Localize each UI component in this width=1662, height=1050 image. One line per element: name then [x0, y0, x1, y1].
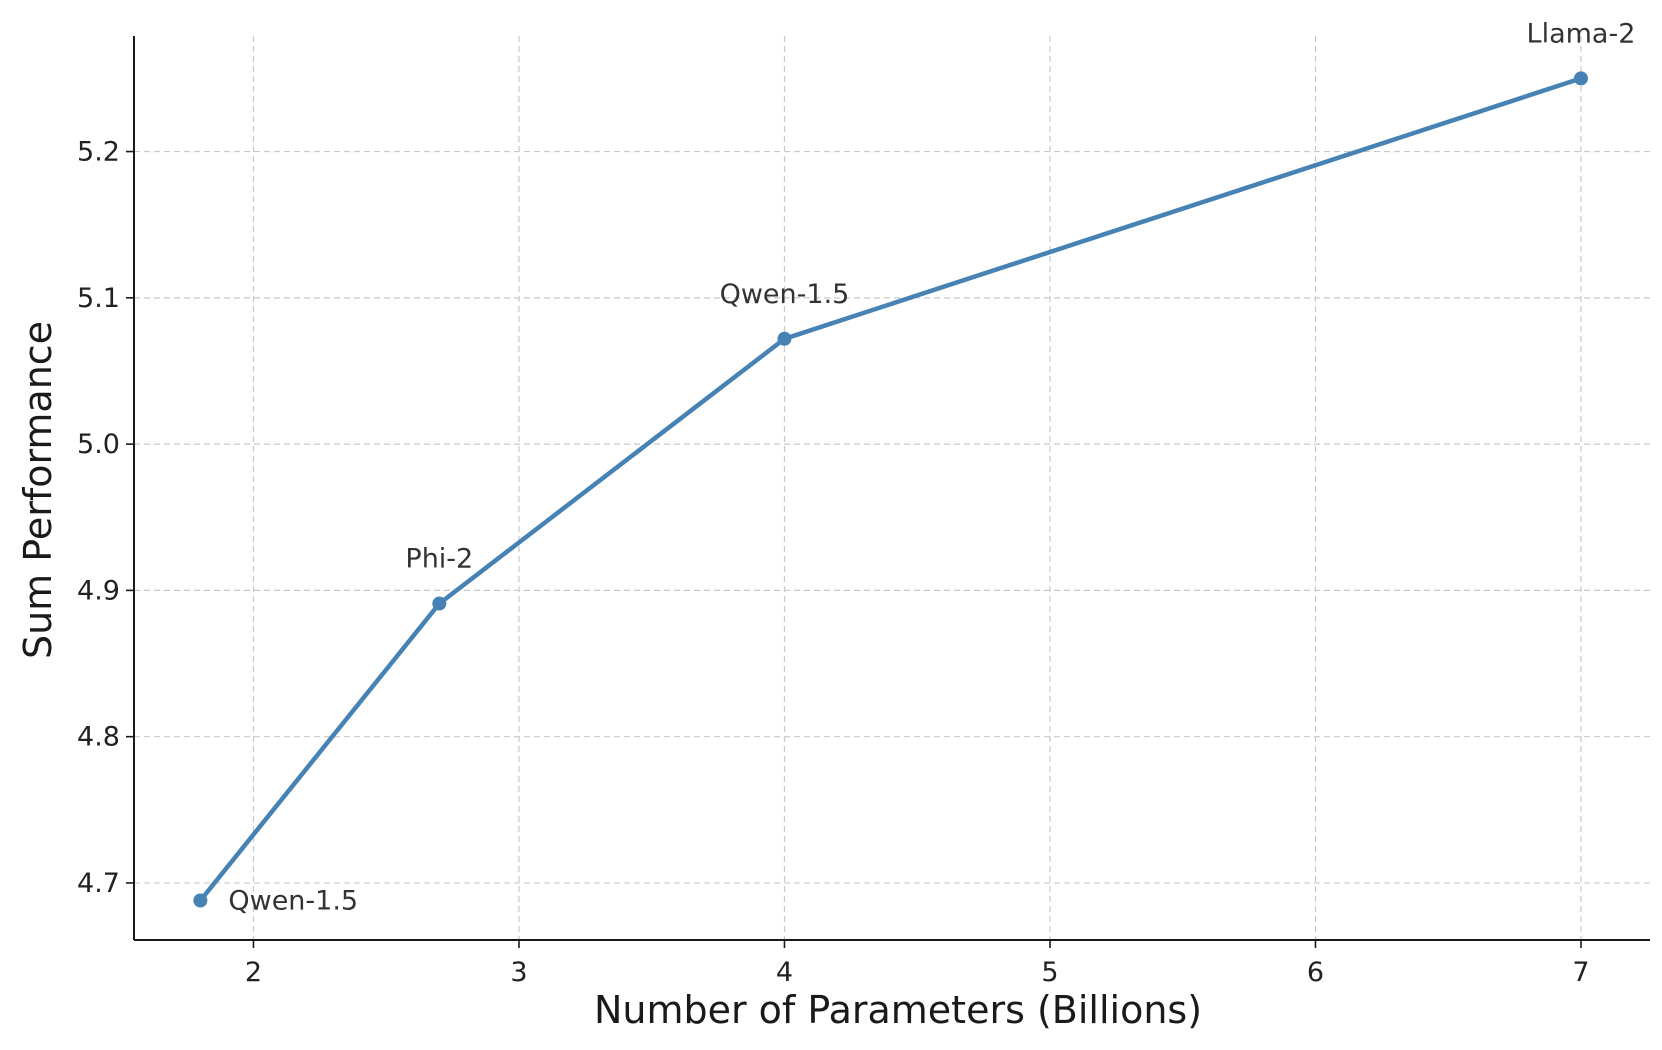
y-tick-label: 4.8	[77, 722, 120, 753]
y-tick-label: 5.0	[77, 429, 120, 460]
x-tick-label: 5	[1041, 957, 1058, 988]
x-tick-label: 3	[510, 957, 527, 988]
point-labels: Qwen-1.5 Phi-2 Qwen-1.5 Llama-2	[228, 18, 1635, 916]
y-axis-label: Sum Performance	[16, 321, 60, 659]
point-label: Llama-2	[1527, 18, 1636, 49]
data-point	[1573, 71, 1588, 86]
data-point	[193, 893, 208, 908]
data-point	[432, 596, 447, 611]
y-tick-label: 4.7	[77, 868, 120, 899]
data-point	[777, 331, 792, 346]
x-tick-label: 4	[776, 957, 793, 988]
point-label: Qwen-1.5	[720, 279, 850, 310]
x-tick-label: 6	[1307, 957, 1324, 988]
x-axis-label: Number of Parameters (Billions)	[594, 988, 1202, 1032]
series-line	[198, 76, 1584, 903]
y-tick-label: 4.9	[77, 575, 120, 606]
point-label: Qwen-1.5	[228, 886, 358, 917]
grid-lines	[134, 36, 1650, 940]
y-tick-label: 5.1	[77, 283, 120, 314]
x-tick-label: 2	[245, 957, 262, 988]
axes: 2 3 4 5 6 7 4.7 4.8 4.9 5.0 5.1 5.2	[77, 36, 1650, 988]
y-tick-label: 5.2	[77, 137, 120, 168]
x-tick-label: 7	[1572, 957, 1589, 988]
point-label: Phi-2	[405, 544, 473, 575]
data-series	[193, 71, 1588, 908]
